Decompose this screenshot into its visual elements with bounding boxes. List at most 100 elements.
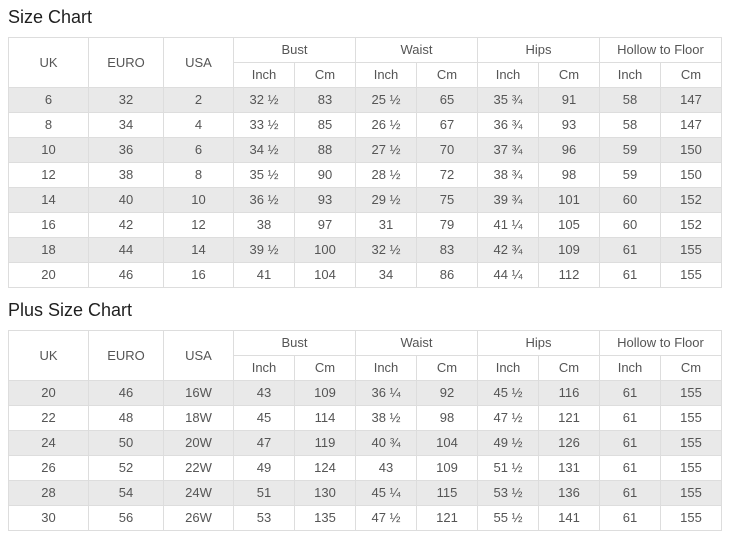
table-cell: 91 <box>538 87 600 113</box>
table-cell: 45 ½ <box>477 380 539 406</box>
table-cell: 121 <box>416 505 478 531</box>
table-cell: 36 ¾ <box>477 112 539 138</box>
table-cell: 26W <box>163 505 234 531</box>
table-cell: 28 ½ <box>355 162 417 188</box>
col-subheader-waist-inch: Inch <box>355 62 417 88</box>
table-cell: 6 <box>8 87 89 113</box>
table-cell: 85 <box>294 112 356 138</box>
col-subheader-hips-cm: Cm <box>538 62 600 88</box>
table-cell: 155 <box>660 405 722 431</box>
table-cell: 155 <box>660 505 722 531</box>
plus-size-chart-table: UK EURO USA Bust Waist Hips Hollow to Fl… <box>8 330 722 531</box>
table-cell: 32 ½ <box>355 237 417 263</box>
table-cell: 32 ½ <box>233 87 295 113</box>
table-cell: 98 <box>538 162 600 188</box>
col-subheader-hips-inch: Inch <box>477 355 539 381</box>
col-group-waist: Waist <box>355 37 478 63</box>
table-cell: 20 <box>8 262 89 288</box>
table-cell: 90 <box>294 162 356 188</box>
table-cell: 44 ¼ <box>477 262 539 288</box>
table-cell: 86 <box>416 262 478 288</box>
table-cell: 55 ½ <box>477 505 539 531</box>
table-cell: 147 <box>660 87 722 113</box>
col-subheader-bust-inch: Inch <box>233 62 295 88</box>
table-cell: 150 <box>660 137 722 163</box>
table-cell: 61 <box>599 430 661 456</box>
col-subheader-hips-cm: Cm <box>538 355 600 381</box>
table-cell: 50 <box>88 430 164 456</box>
table-cell: 61 <box>599 237 661 263</box>
table-cell: 31 <box>355 212 417 238</box>
table-cell: 130 <box>294 480 356 506</box>
table-cell: 51 <box>233 480 295 506</box>
table-cell: 56 <box>88 505 164 531</box>
table-row: 18 44 14 39 ½ 100 32 ½ 83 42 ¾ 109 61 155 <box>8 237 722 263</box>
table-cell: 100 <box>294 237 356 263</box>
table-cell: 42 <box>88 212 164 238</box>
col-subheader-hips-inch: Inch <box>477 62 539 88</box>
table-row: 14 40 10 36 ½ 93 29 ½ 75 39 ¾ 101 60 152 <box>8 187 722 213</box>
col-subheader-bust-inch: Inch <box>233 355 295 381</box>
table-cell: 51 ½ <box>477 455 539 481</box>
table-cell: 12 <box>8 162 89 188</box>
table-cell: 42 ¾ <box>477 237 539 263</box>
table-cell: 46 <box>88 262 164 288</box>
table-cell: 18W <box>163 405 234 431</box>
table-cell: 115 <box>416 480 478 506</box>
table-row: 24 50 20W 47 119 40 ¾ 104 49 ½ 126 61 155 <box>8 430 722 456</box>
table-cell: 25 ½ <box>355 87 417 113</box>
table-cell: 109 <box>538 237 600 263</box>
table-row: 8 34 4 33 ½ 85 26 ½ 67 36 ¾ 93 58 147 <box>8 112 722 138</box>
size-chart-header: UK EURO USA Bust Waist Hips Hollow to Fl… <box>8 37 722 88</box>
table-cell: 61 <box>599 380 661 406</box>
table-cell: 114 <box>294 405 356 431</box>
table-cell: 136 <box>538 480 600 506</box>
col-group-hollow-to-floor: Hollow to Floor <box>599 37 722 63</box>
table-row: 30 56 26W 53 135 47 ½ 121 55 ½ 141 61 155 <box>8 505 722 531</box>
table-cell: 65 <box>416 87 478 113</box>
table-cell: 52 <box>88 455 164 481</box>
table-cell: 16W <box>163 380 234 406</box>
size-chart-body: 6 32 2 32 ½ 83 25 ½ 65 35 ¾ 91 58 147 8 34 4 33 ½ 85 26 … <box>8 87 722 288</box>
header-group-row: UK EURO USA Bust Waist Hips Hollow to Fl… <box>8 330 722 381</box>
table-cell: 38 ¾ <box>477 162 539 188</box>
table-row: 26 52 22W 49 124 43 109 51 ½ 131 61 155 <box>8 455 722 481</box>
table-cell: 45 <box>233 405 295 431</box>
table-cell: 53 ½ <box>477 480 539 506</box>
table-cell: 14 <box>8 187 89 213</box>
table-cell: 24W <box>163 480 234 506</box>
table-cell: 98 <box>416 405 478 431</box>
col-subheader-hollow-inch: Inch <box>599 62 661 88</box>
table-cell: 60 <box>599 187 661 213</box>
table-cell: 152 <box>660 187 722 213</box>
table-cell: 34 <box>88 112 164 138</box>
table-cell: 88 <box>294 137 356 163</box>
table-cell: 126 <box>538 430 600 456</box>
plus-size-chart-header: UK EURO USA Bust Waist Hips Hollow to Fl… <box>8 330 722 381</box>
table-cell: 40 ¾ <box>355 430 417 456</box>
table-cell: 60 <box>599 212 661 238</box>
table-cell: 155 <box>660 430 722 456</box>
table-cell: 38 <box>88 162 164 188</box>
table-cell: 16 <box>163 262 234 288</box>
table-cell: 59 <box>599 162 661 188</box>
size-chart-table: UK EURO USA Bust Waist Hips Hollow to Fl… <box>8 37 722 288</box>
table-cell: 112 <box>538 262 600 288</box>
table-cell: 58 <box>599 87 661 113</box>
col-group-hollow-to-floor: Hollow to Floor <box>599 330 722 356</box>
table-cell: 54 <box>88 480 164 506</box>
table-cell: 8 <box>8 112 89 138</box>
table-cell: 37 ¾ <box>477 137 539 163</box>
table-cell: 16 <box>8 212 89 238</box>
table-cell: 104 <box>416 430 478 456</box>
table-cell: 101 <box>538 187 600 213</box>
table-cell: 59 <box>599 137 661 163</box>
table-cell: 18 <box>8 237 89 263</box>
table-row: 28 54 24W 51 130 45 ¼ 115 53 ½ 136 61 155 <box>8 480 722 506</box>
table-cell: 34 ½ <box>233 137 295 163</box>
table-cell: 61 <box>599 262 661 288</box>
table-cell: 155 <box>660 262 722 288</box>
table-cell: 121 <box>538 405 600 431</box>
table-cell: 58 <box>599 112 661 138</box>
table-cell: 28 <box>8 480 89 506</box>
